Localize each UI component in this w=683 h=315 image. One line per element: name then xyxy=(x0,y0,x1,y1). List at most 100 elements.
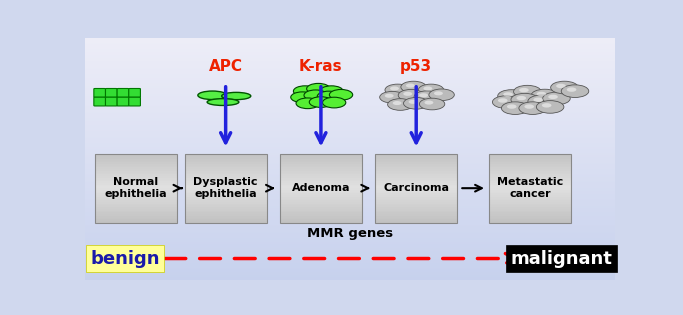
Bar xyxy=(85,250,615,251)
Bar xyxy=(85,255,615,256)
Bar xyxy=(95,155,177,157)
Bar xyxy=(184,198,266,200)
Bar xyxy=(95,205,177,207)
Bar xyxy=(184,154,266,155)
Bar xyxy=(85,141,615,142)
Bar xyxy=(280,211,362,212)
Bar xyxy=(85,95,615,96)
Bar xyxy=(375,202,457,204)
Bar xyxy=(85,160,615,162)
Bar xyxy=(184,169,266,171)
Bar xyxy=(375,155,457,157)
Bar xyxy=(95,164,177,166)
Circle shape xyxy=(408,100,417,104)
Bar xyxy=(489,175,571,176)
Bar xyxy=(184,219,266,221)
Text: Adenoma: Adenoma xyxy=(292,183,350,193)
Bar xyxy=(85,109,615,111)
Bar xyxy=(95,192,177,193)
Bar xyxy=(85,242,615,243)
Circle shape xyxy=(503,92,513,97)
Bar xyxy=(375,159,457,161)
Bar xyxy=(375,186,457,188)
Bar xyxy=(85,200,615,202)
Bar xyxy=(280,218,362,219)
Bar xyxy=(85,85,615,86)
Bar xyxy=(280,161,362,162)
Bar xyxy=(280,175,362,176)
Bar xyxy=(85,117,615,118)
Bar xyxy=(375,212,457,214)
Bar xyxy=(95,197,177,198)
Bar xyxy=(85,65,615,66)
Bar xyxy=(489,176,571,178)
Bar xyxy=(184,171,266,173)
Circle shape xyxy=(516,96,526,100)
Bar xyxy=(375,221,457,223)
Bar xyxy=(85,186,615,187)
Bar xyxy=(489,219,571,221)
Circle shape xyxy=(401,81,426,93)
Bar xyxy=(85,152,615,153)
Bar xyxy=(489,178,571,180)
Bar xyxy=(85,240,615,242)
Bar xyxy=(85,266,615,267)
Bar xyxy=(85,246,615,248)
FancyBboxPatch shape xyxy=(94,89,105,97)
Bar xyxy=(489,211,571,212)
Text: benign: benign xyxy=(90,249,160,267)
Bar xyxy=(489,204,571,205)
Bar xyxy=(184,195,266,197)
Bar xyxy=(85,105,615,106)
Bar xyxy=(85,83,615,84)
Circle shape xyxy=(536,100,564,113)
Bar xyxy=(85,259,615,260)
Bar xyxy=(280,173,362,175)
Bar xyxy=(85,66,615,67)
Bar xyxy=(489,205,571,207)
Bar xyxy=(95,193,177,195)
Circle shape xyxy=(498,98,507,103)
Bar xyxy=(375,154,457,155)
Bar xyxy=(184,181,266,183)
Bar xyxy=(85,123,615,124)
Bar xyxy=(85,84,615,85)
Circle shape xyxy=(542,103,551,107)
Bar xyxy=(375,181,457,183)
Circle shape xyxy=(511,93,538,106)
Bar xyxy=(280,214,362,216)
Circle shape xyxy=(294,86,317,96)
Circle shape xyxy=(404,97,429,109)
Bar xyxy=(85,119,615,120)
Bar xyxy=(85,72,615,73)
Bar xyxy=(85,38,615,39)
Bar xyxy=(85,128,615,129)
Bar xyxy=(85,51,615,52)
Bar xyxy=(85,56,615,57)
Bar xyxy=(95,185,177,186)
Bar xyxy=(375,216,457,218)
Bar xyxy=(85,149,615,151)
Bar xyxy=(85,157,615,158)
Bar xyxy=(85,44,615,45)
Bar xyxy=(375,211,457,212)
Bar xyxy=(489,173,571,175)
Bar xyxy=(85,100,615,101)
Bar xyxy=(85,187,615,188)
Circle shape xyxy=(501,102,529,114)
Bar xyxy=(85,50,615,51)
Bar xyxy=(85,249,615,250)
Bar xyxy=(375,164,457,166)
Bar xyxy=(95,183,177,185)
Bar xyxy=(375,195,457,197)
Bar xyxy=(489,218,571,219)
Bar xyxy=(85,265,615,266)
Bar xyxy=(489,192,571,193)
Bar xyxy=(85,206,615,208)
Bar xyxy=(85,172,615,174)
Circle shape xyxy=(380,91,405,103)
Bar xyxy=(85,198,615,199)
Bar xyxy=(280,168,362,169)
Bar xyxy=(95,171,177,173)
Bar xyxy=(184,218,266,219)
